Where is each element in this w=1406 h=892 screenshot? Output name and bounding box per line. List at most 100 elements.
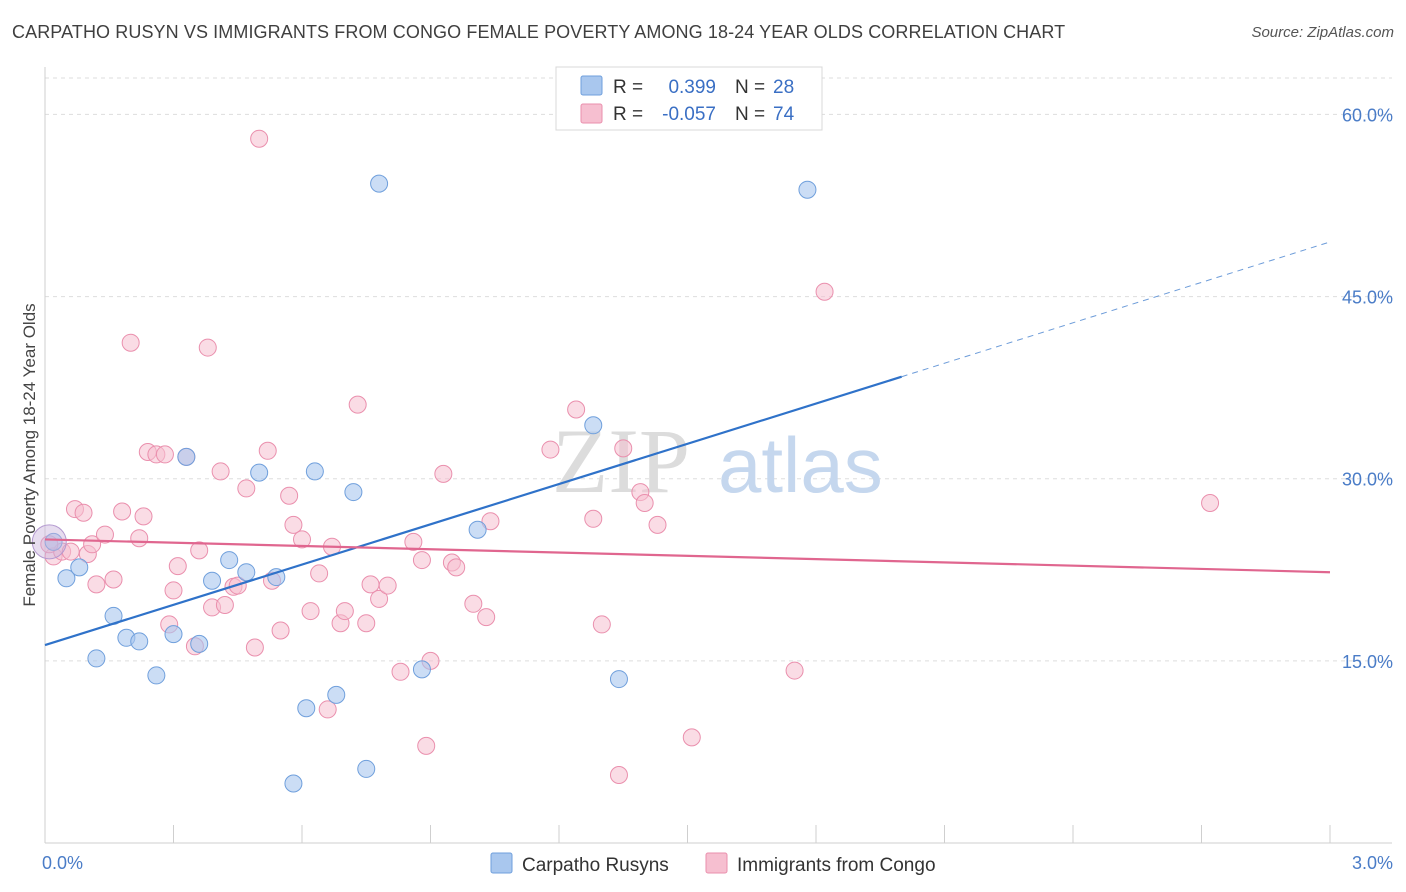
rusyn-point bbox=[297, 699, 316, 718]
rusyn-point bbox=[305, 462, 324, 481]
rusyn-point bbox=[87, 649, 106, 668]
legend-box: R = 0.399 N = 28 R = -0.057 N = 74 bbox=[555, 66, 823, 131]
rusyn-point bbox=[44, 532, 63, 551]
congo-point bbox=[237, 479, 256, 498]
rusyn-point bbox=[130, 632, 149, 651]
watermark: ZIP atlas bbox=[552, 410, 883, 512]
congo-point bbox=[301, 602, 320, 621]
rusyn-point bbox=[237, 563, 256, 582]
bottom-legend-label-rusyn: Carpatho Rusyns bbox=[522, 855, 669, 876]
congo-point bbox=[134, 507, 153, 526]
congo-point bbox=[280, 486, 299, 505]
chart-title: CARPATHO RUSYN VS IMMIGRANTS FROM CONGO … bbox=[12, 22, 1066, 42]
congo-point bbox=[785, 661, 804, 680]
congo-point bbox=[121, 333, 140, 352]
legend-n-value-2: 74 bbox=[773, 104, 795, 125]
congo-point bbox=[477, 608, 496, 627]
legend-swatch-rusyn bbox=[580, 75, 603, 96]
rusyn-point bbox=[250, 463, 269, 482]
rusyn-point bbox=[220, 551, 239, 570]
rusyn-trend-extension bbox=[901, 241, 1331, 378]
rusyn-point bbox=[798, 180, 817, 199]
congo-point bbox=[130, 529, 149, 548]
rusyn-trend-line bbox=[44, 375, 902, 647]
congo-point bbox=[74, 503, 93, 522]
chart-source: Source: ZipAtlas.com bbox=[1251, 24, 1394, 41]
rusyn-point bbox=[70, 558, 89, 577]
legend-r-value-2: -0.057 bbox=[662, 104, 716, 125]
rusyn-point bbox=[344, 483, 363, 502]
congo-point bbox=[682, 728, 701, 747]
congo-point bbox=[481, 512, 500, 531]
legend-n-label-1: N = bbox=[735, 77, 765, 98]
x-tick-label-max: 3.0% bbox=[1352, 853, 1393, 873]
rusyn-point bbox=[190, 634, 209, 653]
bottom-legend-swatch-rusyn bbox=[490, 852, 513, 874]
congo-point bbox=[318, 700, 337, 719]
congo-point bbox=[391, 662, 410, 681]
congo-point bbox=[357, 614, 376, 633]
y-axis-title: Female Poverty Among 18-24 Year Olds bbox=[20, 303, 39, 606]
rusyn-point bbox=[412, 660, 431, 679]
congo-point bbox=[567, 400, 586, 419]
congo-trend-line bbox=[44, 538, 1331, 574]
congo-point bbox=[155, 445, 174, 464]
congo-point bbox=[609, 766, 628, 784]
congo-point bbox=[335, 602, 354, 621]
legend-swatch-congo bbox=[580, 103, 603, 124]
trend-lines bbox=[44, 241, 1331, 647]
congo-point bbox=[370, 589, 389, 608]
congo-point bbox=[293, 530, 311, 549]
congo-point bbox=[258, 441, 277, 460]
congo-point bbox=[434, 464, 453, 483]
rusyn-point bbox=[284, 774, 303, 793]
congo-point bbox=[348, 395, 367, 414]
legend-r-value-1: 0.399 bbox=[668, 77, 716, 98]
rusyn-point bbox=[370, 174, 389, 193]
congo-point bbox=[113, 502, 132, 521]
bottom-legend-swatch-congo bbox=[705, 852, 728, 874]
congo-point bbox=[95, 525, 114, 544]
congo-point bbox=[447, 558, 466, 577]
axes bbox=[44, 67, 1392, 844]
congo-point bbox=[404, 532, 423, 551]
rusyn-point bbox=[147, 666, 166, 685]
y-tick-label: 15.0% bbox=[1342, 652, 1393, 672]
y-tick-label: 45.0% bbox=[1342, 288, 1393, 308]
congo-point bbox=[310, 564, 329, 583]
watermark-atlas: atlas bbox=[718, 421, 883, 509]
congo-point bbox=[271, 621, 290, 640]
tick-labels: 15.0% 30.0% 45.0% 60.0% 0.0% 3.0% bbox=[42, 105, 1393, 873]
bottom-legend: Carpatho Rusyns Immigrants from Congo bbox=[490, 852, 936, 876]
congo-point bbox=[1201, 494, 1220, 512]
rusyn-point bbox=[164, 625, 183, 644]
congo-point bbox=[198, 338, 217, 357]
rusyn-point bbox=[468, 520, 487, 539]
rusyn-point bbox=[203, 571, 222, 590]
congo-point bbox=[245, 638, 264, 657]
congo-point bbox=[635, 494, 654, 512]
rusyn-point bbox=[327, 685, 346, 704]
congo-point bbox=[815, 282, 834, 301]
congo-point bbox=[614, 439, 633, 458]
congo-point bbox=[87, 575, 106, 594]
y-tick-label: 30.0% bbox=[1342, 470, 1393, 490]
congo-point bbox=[417, 736, 436, 755]
congo-point bbox=[541, 440, 560, 459]
watermark-zip: ZIP bbox=[552, 410, 690, 512]
congo-point bbox=[592, 615, 611, 634]
x-tick-label-min: 0.0% bbox=[42, 853, 83, 873]
congo-point bbox=[215, 596, 234, 614]
rusyn-point bbox=[584, 416, 603, 435]
rusyn-point bbox=[357, 759, 376, 778]
congo-point bbox=[584, 509, 603, 528]
rusyn-point bbox=[609, 670, 628, 689]
congo-point bbox=[648, 515, 667, 534]
rusyn-points bbox=[31, 174, 817, 793]
congo-point bbox=[104, 570, 123, 589]
congo-point bbox=[378, 576, 397, 595]
congo-point bbox=[168, 557, 187, 576]
congo-point bbox=[211, 462, 230, 481]
overlap-point bbox=[31, 524, 67, 560]
